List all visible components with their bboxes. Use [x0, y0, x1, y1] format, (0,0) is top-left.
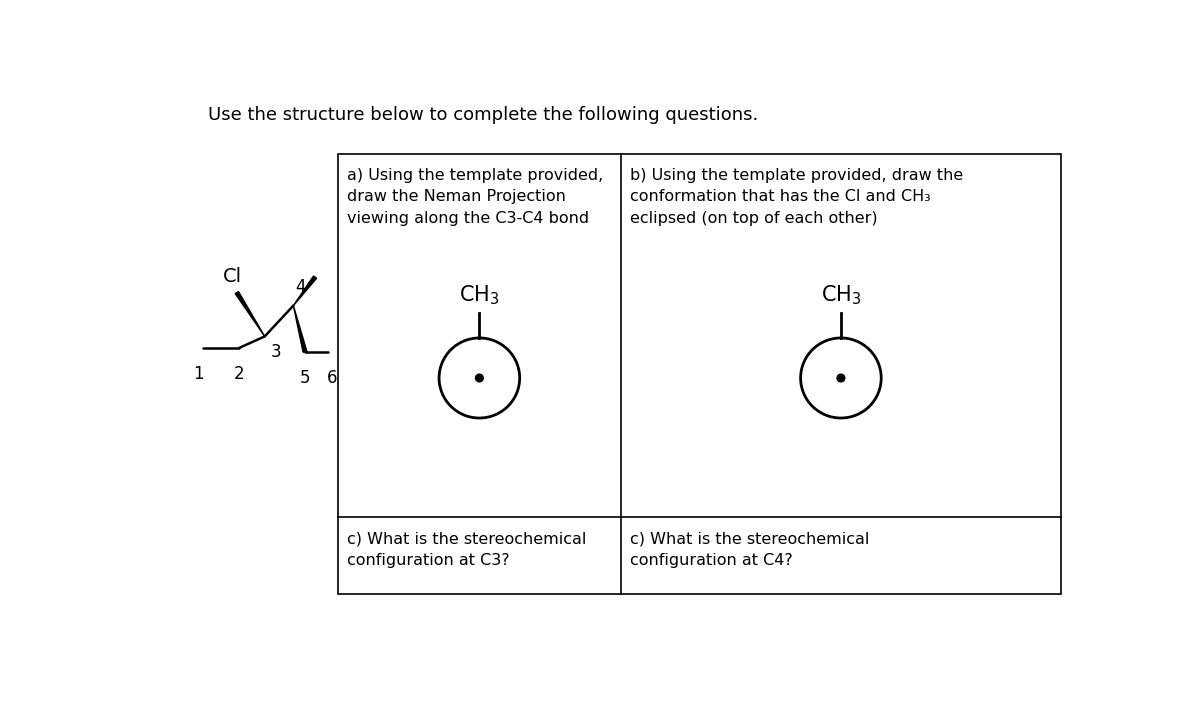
- Text: CH$_3$: CH$_3$: [460, 284, 499, 307]
- Text: viewing along the C3-C4 bond: viewing along the C3-C4 bond: [347, 211, 589, 226]
- Text: CH$_3$: CH$_3$: [821, 284, 862, 307]
- Text: c) What is the stereochemical: c) What is the stereochemical: [630, 531, 870, 546]
- Polygon shape: [293, 306, 307, 353]
- Text: a) Using the template provided,: a) Using the template provided,: [347, 168, 604, 183]
- Circle shape: [475, 374, 484, 382]
- Text: 2: 2: [234, 365, 245, 383]
- Text: 6: 6: [326, 369, 337, 387]
- Text: 4: 4: [295, 279, 306, 297]
- Text: draw the Neman Projection: draw the Neman Projection: [347, 190, 565, 205]
- Bar: [337, 154, 1061, 595]
- Text: conformation that has the Cl and CH₃: conformation that has the Cl and CH₃: [630, 190, 931, 205]
- Text: c) What is the stereochemical: c) What is the stereochemical: [347, 531, 587, 546]
- Circle shape: [838, 374, 845, 382]
- Text: b) Using the template provided, draw the: b) Using the template provided, draw the: [630, 168, 964, 183]
- Text: configuration at C3?: configuration at C3?: [347, 553, 510, 568]
- Polygon shape: [293, 276, 317, 306]
- Text: 1: 1: [193, 365, 204, 383]
- Polygon shape: [235, 292, 265, 337]
- Text: Cl: Cl: [223, 267, 242, 286]
- Text: Use the structure below to complete the following questions.: Use the structure below to complete the …: [208, 106, 758, 124]
- Text: configuration at C4?: configuration at C4?: [630, 553, 793, 568]
- Text: 3: 3: [271, 342, 282, 360]
- Text: 5: 5: [300, 369, 311, 387]
- Text: eclipsed (on top of each other): eclipsed (on top of each other): [630, 211, 878, 226]
